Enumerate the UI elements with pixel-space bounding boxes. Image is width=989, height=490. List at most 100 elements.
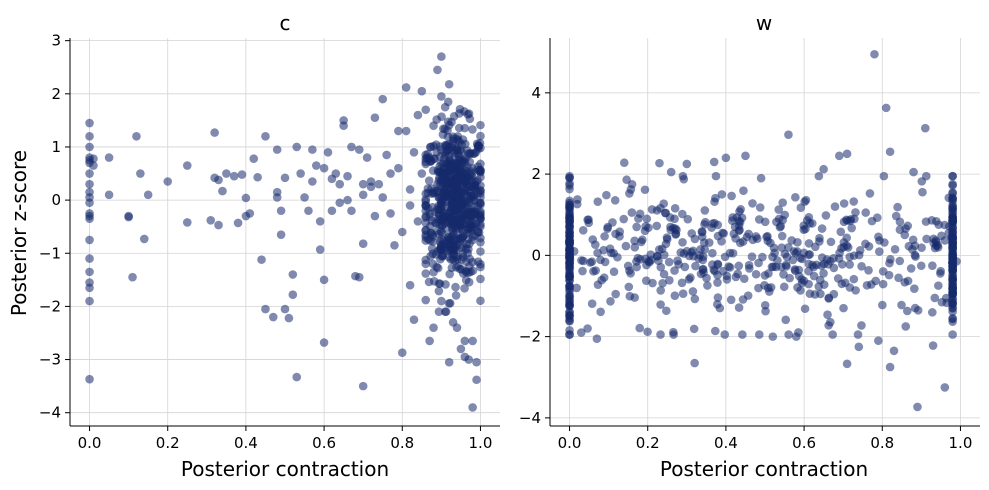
scatter-point — [781, 315, 791, 325]
scatter-point — [704, 238, 714, 247]
scatter-point — [893, 202, 902, 212]
scatter-point — [89, 161, 98, 170]
scatter-point — [451, 282, 460, 292]
scatter-point — [799, 225, 809, 235]
scatter-point — [433, 166, 443, 175]
scatter-point — [845, 252, 854, 262]
scatter-point — [656, 286, 666, 295]
scatter-point — [382, 150, 391, 160]
scatter-point — [85, 267, 94, 277]
scatter-point — [814, 171, 824, 181]
scatter-point — [928, 308, 937, 317]
x-tick-label: 0.0 — [78, 434, 102, 452]
scatter-point — [889, 346, 899, 356]
scatter-point — [690, 358, 699, 368]
scatter-point — [421, 196, 431, 206]
scatter-point — [89, 154, 98, 163]
scatter-point — [288, 270, 298, 279]
scatter-point — [433, 65, 442, 75]
scatter-point — [386, 169, 395, 178]
scatter-point — [952, 257, 961, 266]
scatter-point — [583, 324, 592, 333]
scatter-point — [688, 287, 698, 296]
scatter-point — [619, 158, 629, 168]
scatter-point — [304, 206, 313, 216]
scatter-point — [124, 212, 133, 222]
scatter-point — [698, 255, 708, 265]
scatter-point — [747, 252, 757, 262]
scatter-point — [565, 314, 574, 323]
y-axis-label: Posterior z-score — [7, 150, 31, 316]
scatter-point — [85, 169, 94, 178]
scatter-point — [606, 297, 615, 306]
x-tick-label: 0.8 — [870, 434, 894, 452]
scatter-point — [680, 262, 690, 272]
scatter-point — [104, 153, 114, 162]
scatter-point — [630, 293, 639, 302]
x-tick-label: 0.0 — [558, 434, 582, 452]
scatter-point — [257, 255, 266, 264]
scatter-point — [743, 291, 753, 300]
scatter-point — [918, 187, 927, 197]
scatter-point — [739, 274, 749, 284]
scatter-point — [796, 203, 806, 212]
scatter-point — [182, 218, 192, 227]
scatter-point — [335, 179, 345, 189]
scatter-point — [85, 179, 94, 189]
scatter-point — [916, 261, 926, 271]
scatter-point — [878, 279, 888, 289]
x-tick-label: 0.4 — [234, 434, 258, 452]
scatter-point — [930, 293, 940, 303]
scatter-point — [578, 226, 588, 235]
scatter-point — [85, 235, 94, 245]
scatter-point — [658, 278, 667, 288]
scatter-point — [471, 147, 481, 157]
scatter-point — [370, 211, 380, 221]
scatter-point — [405, 280, 415, 290]
scatter-point — [397, 348, 407, 357]
scatter-point — [343, 171, 352, 181]
x-tick-label: 1.0 — [949, 434, 973, 452]
scatter-point — [690, 294, 700, 304]
scatter-point — [906, 264, 916, 273]
scatter-point — [849, 197, 859, 206]
scatter-point — [713, 293, 723, 302]
scatter-point — [928, 341, 938, 350]
panel-title-w: w — [756, 11, 772, 35]
scatter-point — [768, 332, 778, 341]
scatter-point — [703, 281, 712, 290]
scatter-point — [405, 185, 415, 194]
scatter-point — [948, 244, 957, 253]
scatter-point — [446, 160, 456, 170]
scatter-point — [948, 179, 957, 189]
scatter-point — [778, 198, 788, 207]
scatter-point — [421, 226, 431, 235]
scatter-point — [576, 328, 586, 337]
scatter-point — [460, 284, 469, 293]
scatter-point — [441, 168, 451, 178]
scatter-point — [445, 200, 455, 210]
scatter-point — [776, 221, 786, 231]
scatter-point — [401, 126, 411, 136]
scatter-point — [378, 193, 388, 202]
scatter-point — [572, 199, 582, 209]
scatter-point — [849, 274, 859, 284]
scatter-point — [710, 326, 720, 336]
scatter-point — [467, 211, 477, 221]
scatter-point — [457, 178, 466, 187]
scatter-point — [690, 234, 700, 244]
scatter-point — [763, 231, 772, 241]
scatter-point — [565, 254, 574, 264]
scatter-point — [842, 215, 851, 225]
scatter-point — [206, 216, 216, 225]
scatter-point — [732, 213, 742, 222]
scatter-point — [85, 198, 94, 208]
scatter-point — [677, 278, 687, 288]
scatter-point — [796, 286, 805, 295]
scatter-point — [104, 190, 114, 200]
scatter-point — [670, 291, 680, 300]
scatter-point — [245, 209, 255, 218]
scatter-point — [296, 169, 305, 178]
scatter-point — [760, 217, 770, 227]
scatter-point — [319, 338, 329, 347]
